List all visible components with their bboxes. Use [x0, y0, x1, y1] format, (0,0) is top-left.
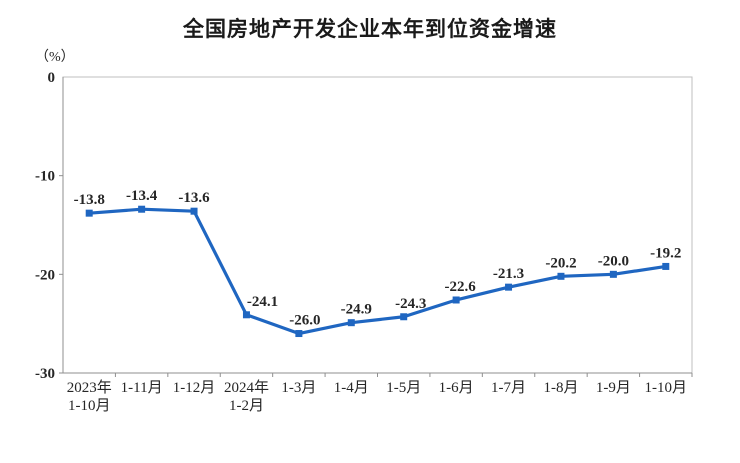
data-point-label: -26.0 [289, 313, 320, 329]
data-marker [190, 207, 198, 215]
x-axis-label: 2023年 1-10月 [67, 379, 112, 414]
y-axis-tick-label: -20 [35, 267, 55, 283]
data-marker [242, 311, 250, 319]
data-marker [347, 319, 355, 327]
y-axis-unit-label: （%） [35, 50, 75, 65]
y-axis-tick-label: -10 [35, 169, 55, 185]
data-point-label: -20.0 [598, 253, 629, 269]
x-axis-label: 1-3月 [281, 380, 316, 396]
data-marker [138, 205, 146, 213]
data-line [87, 207, 668, 336]
data-point-label: -20.2 [545, 255, 576, 271]
data-point-label: -21.3 [493, 266, 524, 282]
x-axis-label: 1-5月 [386, 380, 421, 396]
plot-area-border [62, 76, 693, 374]
data-marker [609, 270, 617, 278]
data-point-label: -24.3 [395, 296, 426, 312]
data-point-label: -24.9 [341, 302, 372, 318]
data-marker [505, 283, 513, 291]
x-axis-label: 1-4月 [334, 380, 369, 396]
x-axis-label: 1-9月 [596, 380, 631, 396]
data-marker [452, 296, 460, 304]
data-marker [400, 313, 408, 321]
x-axis-label: 1-7月 [491, 380, 526, 396]
y-axis-tick-label: 0 [48, 70, 56, 86]
data-marker [85, 209, 93, 217]
data-point-label: -13.4 [126, 188, 158, 204]
x-axis-label: 1-10月 [645, 380, 688, 396]
chart-title: 全国房地产开发企业本年到位资金增速 [183, 18, 557, 41]
x-axis-label: 1-8月 [543, 380, 578, 396]
data-point-label: -22.6 [445, 279, 477, 295]
data-marker [557, 272, 565, 280]
data-point-label: -19.2 [650, 245, 681, 261]
x-axis-label: 2024年 1-2月 [224, 379, 269, 414]
x-axis-label: 1-12月 [173, 380, 216, 396]
data-marker [295, 330, 303, 338]
data-marker [662, 262, 670, 270]
y-axis-tick-label: -30 [35, 366, 55, 382]
data-point-label: -13.6 [178, 190, 210, 206]
x-axis-label: 1-11月 [121, 380, 163, 396]
data-point-label: -24.1 [247, 294, 278, 310]
x-axis-label: 1-6月 [439, 380, 474, 396]
data-point-label: -13.8 [74, 192, 105, 208]
